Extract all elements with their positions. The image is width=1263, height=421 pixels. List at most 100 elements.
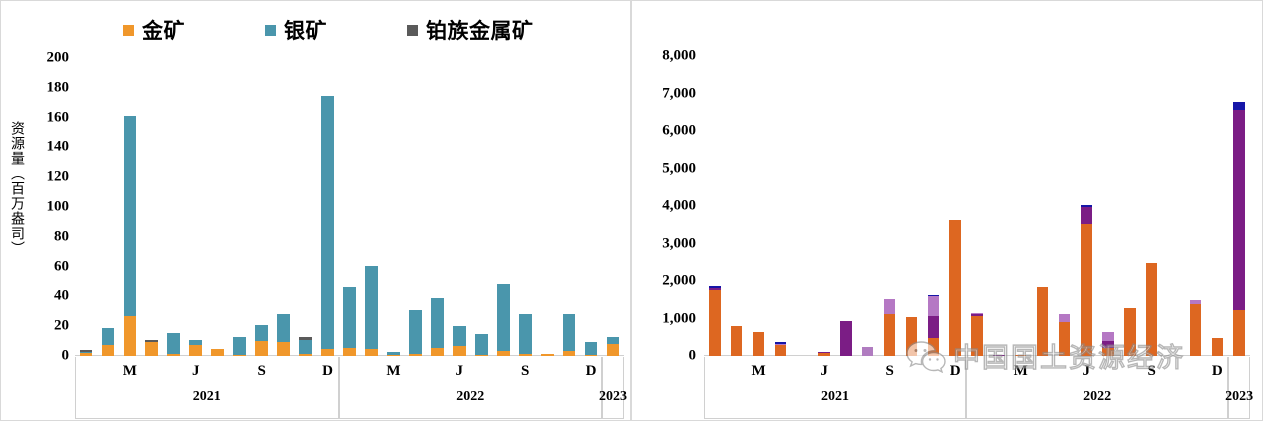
bar-segment-铜矿 bbox=[1080, 224, 1092, 356]
bar-2022-02[interactable] bbox=[993, 354, 1005, 356]
bar-2022-06[interactable] bbox=[452, 326, 466, 356]
y-tick-label: 140 bbox=[46, 138, 70, 155]
bar-2022-03[interactable] bbox=[387, 351, 400, 356]
bar-2021-02[interactable] bbox=[101, 327, 115, 356]
bar-2022-01[interactable] bbox=[343, 286, 356, 356]
bar-segment-镍矿 bbox=[971, 314, 983, 316]
legend-swatch-pgm bbox=[407, 24, 418, 36]
bar-segment-银矿 bbox=[562, 313, 576, 351]
month-label-2022-M: M bbox=[386, 363, 401, 379]
bar-2021-04[interactable] bbox=[145, 340, 159, 356]
y-tick-label: 0 bbox=[688, 347, 697, 364]
bar-2021-07[interactable] bbox=[211, 348, 225, 356]
bar-2022-08[interactable] bbox=[496, 283, 510, 356]
bar-segment-镍矿 bbox=[1233, 110, 1245, 310]
bar-2022-03[interactable] bbox=[1015, 354, 1027, 356]
bar-2021-12[interactable] bbox=[949, 220, 961, 356]
bar-2023-01[interactable] bbox=[606, 337, 620, 356]
bar-2022-07[interactable] bbox=[474, 333, 488, 356]
legend-precious-metals: 金矿 银矿 铂族金属矿 bbox=[123, 15, 614, 45]
bar-2022-04[interactable] bbox=[409, 309, 422, 356]
year-band-2021 bbox=[75, 357, 339, 419]
month-label-2021-S: S bbox=[885, 363, 894, 379]
bar-2021-06[interactable] bbox=[189, 339, 203, 356]
bar-2022-07[interactable] bbox=[1102, 331, 1114, 356]
y-tick-label: 6,000 bbox=[662, 122, 696, 139]
bar-2022-09[interactable] bbox=[518, 313, 532, 356]
bar-2022-11[interactable] bbox=[1189, 300, 1202, 356]
bar-segment-钴矿 bbox=[1080, 204, 1092, 207]
bar-segment-金矿 bbox=[123, 315, 137, 356]
bar-2021-04[interactable] bbox=[774, 342, 787, 356]
bar-segment-银矿 bbox=[101, 327, 115, 345]
bar-segment-铜矿 bbox=[971, 315, 983, 356]
month-label-2022-S: S bbox=[1147, 363, 1156, 379]
bar-segment-镍矿 bbox=[1102, 341, 1114, 349]
bar-2021-09[interactable] bbox=[255, 325, 269, 356]
bar-2022-05[interactable] bbox=[1058, 313, 1071, 356]
bar-2021-02[interactable] bbox=[731, 326, 743, 356]
bar-2022-12[interactable] bbox=[584, 342, 598, 356]
bar-2021-11[interactable] bbox=[299, 337, 312, 356]
bar-2022-11[interactable] bbox=[562, 313, 576, 356]
month-label-2022-D: D bbox=[585, 363, 597, 379]
y-tick-label: 160 bbox=[46, 109, 70, 126]
year-band-2023 bbox=[1228, 357, 1250, 419]
bar-2021-01[interactable] bbox=[709, 286, 721, 356]
legend-item-silver[interactable]: 银矿 bbox=[265, 15, 327, 45]
bar-2022-02[interactable] bbox=[365, 265, 378, 356]
y-axis-title-left: 资源量（百万盎司） bbox=[9, 121, 25, 256]
year-label-2022: 2022 bbox=[456, 389, 485, 404]
bar-2022-06[interactable] bbox=[1080, 204, 1092, 356]
bar-2021-12[interactable] bbox=[321, 96, 334, 356]
bar-2021-08[interactable] bbox=[862, 347, 874, 356]
bar-segment-镍矿 bbox=[818, 352, 830, 354]
bar-2021-05[interactable] bbox=[167, 332, 181, 356]
bar-segment-铜矿 bbox=[1146, 263, 1158, 356]
month-label-2021-D: D bbox=[949, 363, 961, 379]
bar-segment-铜矿 bbox=[709, 290, 721, 356]
bar-segment-银矿 bbox=[452, 326, 466, 346]
bar-2021-01[interactable] bbox=[79, 350, 93, 356]
bar-2021-03[interactable] bbox=[752, 331, 765, 356]
bar-2021-10[interactable] bbox=[277, 313, 290, 356]
bar-2022-08[interactable] bbox=[1124, 307, 1136, 356]
bar-2021-03[interactable] bbox=[123, 116, 137, 356]
bar-2022-12[interactable] bbox=[1211, 338, 1223, 356]
bar-segment-铜矿 bbox=[905, 316, 918, 356]
year-label-2022: 2022 bbox=[1083, 389, 1112, 404]
year-band-2022 bbox=[966, 357, 1229, 419]
legend-item-gold[interactable]: 金矿 bbox=[123, 15, 185, 45]
bar-2023-01[interactable] bbox=[1233, 101, 1245, 356]
bar-segment-金矿 bbox=[430, 347, 444, 356]
bar-segment-铜矿 bbox=[1102, 348, 1114, 356]
bar-2021-07[interactable] bbox=[840, 321, 852, 356]
bar-segment-银矿 bbox=[606, 337, 620, 345]
y-tick-label: 5,000 bbox=[662, 160, 696, 176]
year-band-2023 bbox=[602, 357, 624, 419]
month-label-2022-J: J bbox=[455, 363, 464, 379]
bar-2021-10[interactable] bbox=[905, 316, 918, 356]
bar-segment-铅矿 bbox=[1102, 331, 1114, 342]
bar-segment-铅矿 bbox=[883, 299, 896, 314]
bar-2021-11[interactable] bbox=[927, 294, 939, 356]
plot-area-left bbox=[75, 58, 624, 356]
bar-2021-08[interactable] bbox=[233, 336, 247, 356]
legend-item-pgm[interactable]: 铂族金属矿 bbox=[407, 15, 534, 45]
bar-2021-06[interactable] bbox=[818, 352, 830, 356]
bar-segment-金矿 bbox=[452, 345, 466, 356]
bar-2022-05[interactable] bbox=[430, 297, 444, 356]
bar-2021-09[interactable] bbox=[883, 299, 896, 356]
bar-2022-09[interactable] bbox=[1146, 263, 1158, 356]
bar-segment-钴矿 bbox=[1233, 101, 1245, 111]
y-tick-label: 7,000 bbox=[662, 85, 696, 101]
y-tick-label: 60 bbox=[54, 258, 69, 275]
bar-2022-01[interactable] bbox=[971, 312, 983, 356]
bar-segment-钴矿 bbox=[927, 294, 939, 297]
bar-segment-金矿 bbox=[606, 344, 620, 356]
bar-segment-铂族金属矿 bbox=[79, 350, 93, 352]
bar-2022-10[interactable] bbox=[540, 353, 554, 356]
legend-label-silver: 银矿 bbox=[284, 19, 327, 43]
bar-segment-银矿 bbox=[409, 309, 422, 354]
bar-2022-04[interactable] bbox=[1036, 286, 1049, 356]
